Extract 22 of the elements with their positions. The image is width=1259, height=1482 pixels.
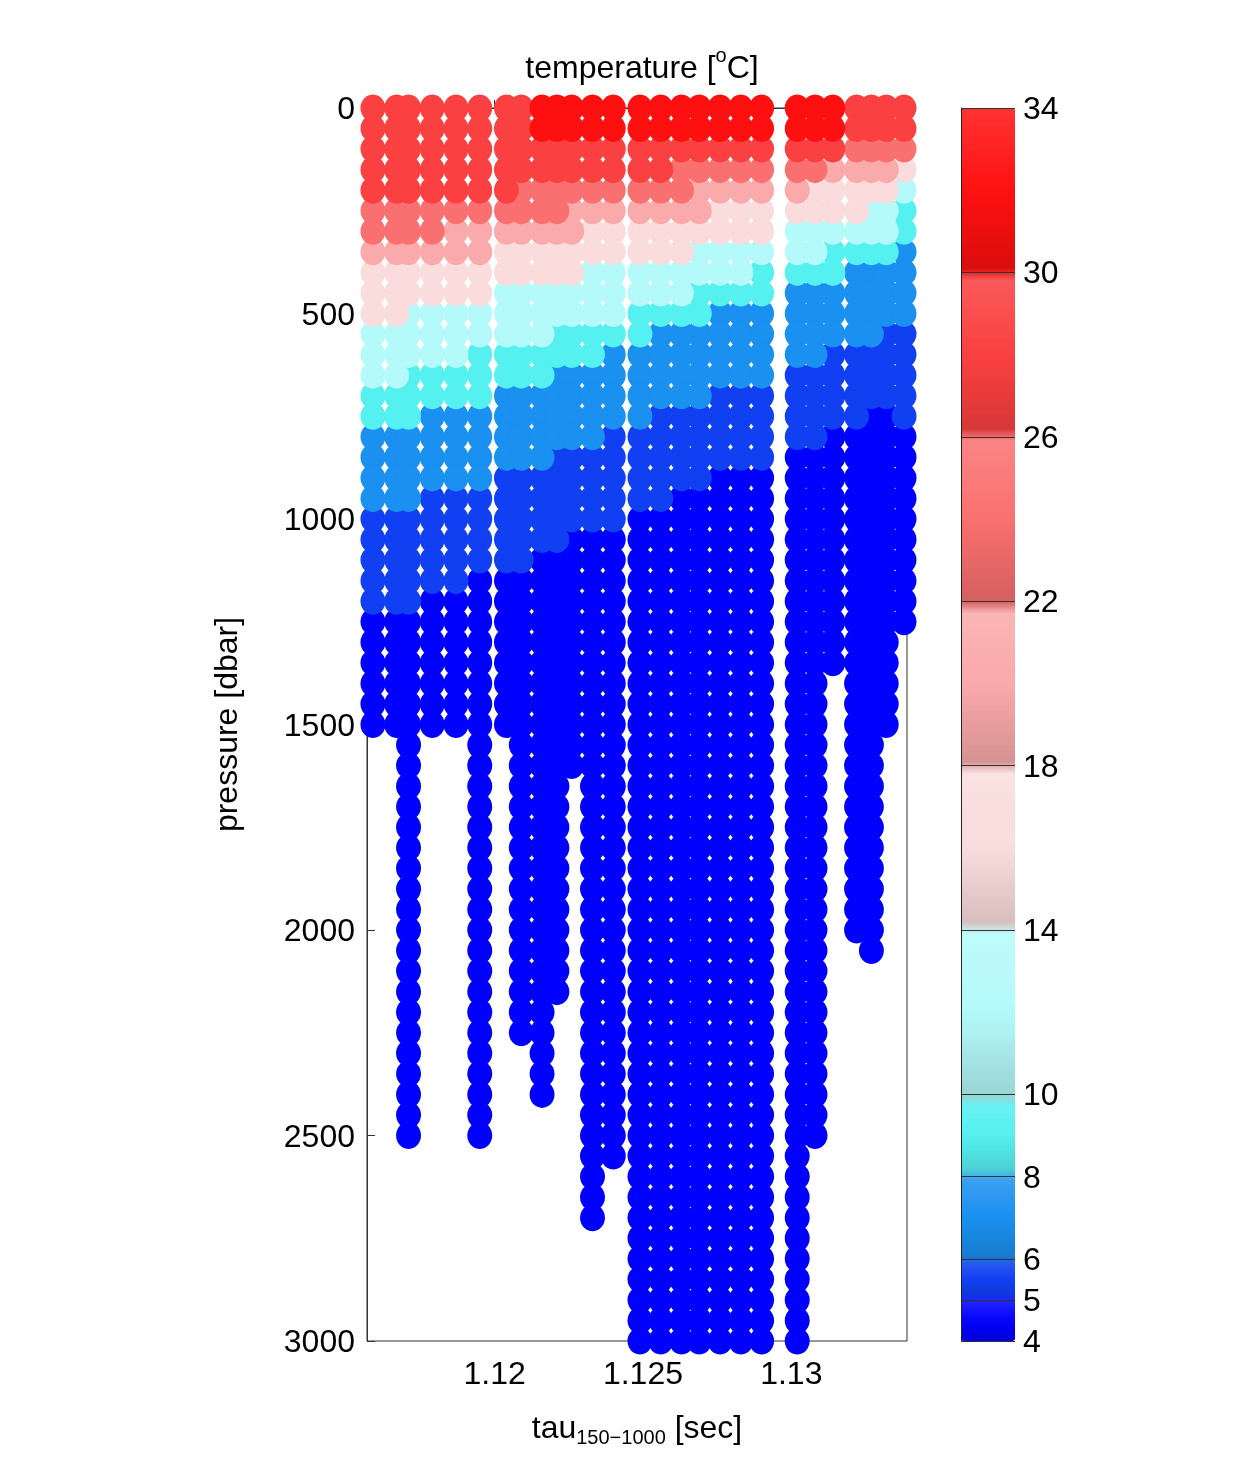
x-tick-label: 1.13 <box>760 1355 823 1391</box>
y-tick-label: 2000 <box>283 912 355 948</box>
y-tick-label: 500 <box>301 295 355 332</box>
y-tick-label: 2500 <box>283 1117 355 1154</box>
y-tick-label: 0 <box>337 90 355 126</box>
y-axis-title: pressure [dbar] <box>208 616 244 833</box>
color-bar-label: 6 <box>1023 1240 1041 1277</box>
y-tick-label: 1500 <box>283 706 355 743</box>
color-bar-label: 8 <box>1023 1158 1041 1195</box>
color-bar-label: 4 <box>1023 1323 1041 1359</box>
color-bar-label: 14 <box>1023 912 1059 948</box>
color-bar-label: 22 <box>1023 583 1059 620</box>
y-tick-label: 3000 <box>283 1323 355 1359</box>
x-tick-label: 1.12 <box>463 1355 526 1391</box>
color-bar-label: 5 <box>1023 1281 1041 1318</box>
color-bar-label: 30 <box>1023 254 1059 291</box>
x-tick-label: 1.125 <box>602 1355 683 1391</box>
color-bar-label: 34 <box>1023 90 1059 126</box>
color-bar-label: 26 <box>1023 418 1059 455</box>
color-bar-label: 10 <box>1023 1076 1059 1113</box>
y-tick-label: 1000 <box>283 501 355 537</box>
color-bar-label: 18 <box>1023 747 1059 784</box>
